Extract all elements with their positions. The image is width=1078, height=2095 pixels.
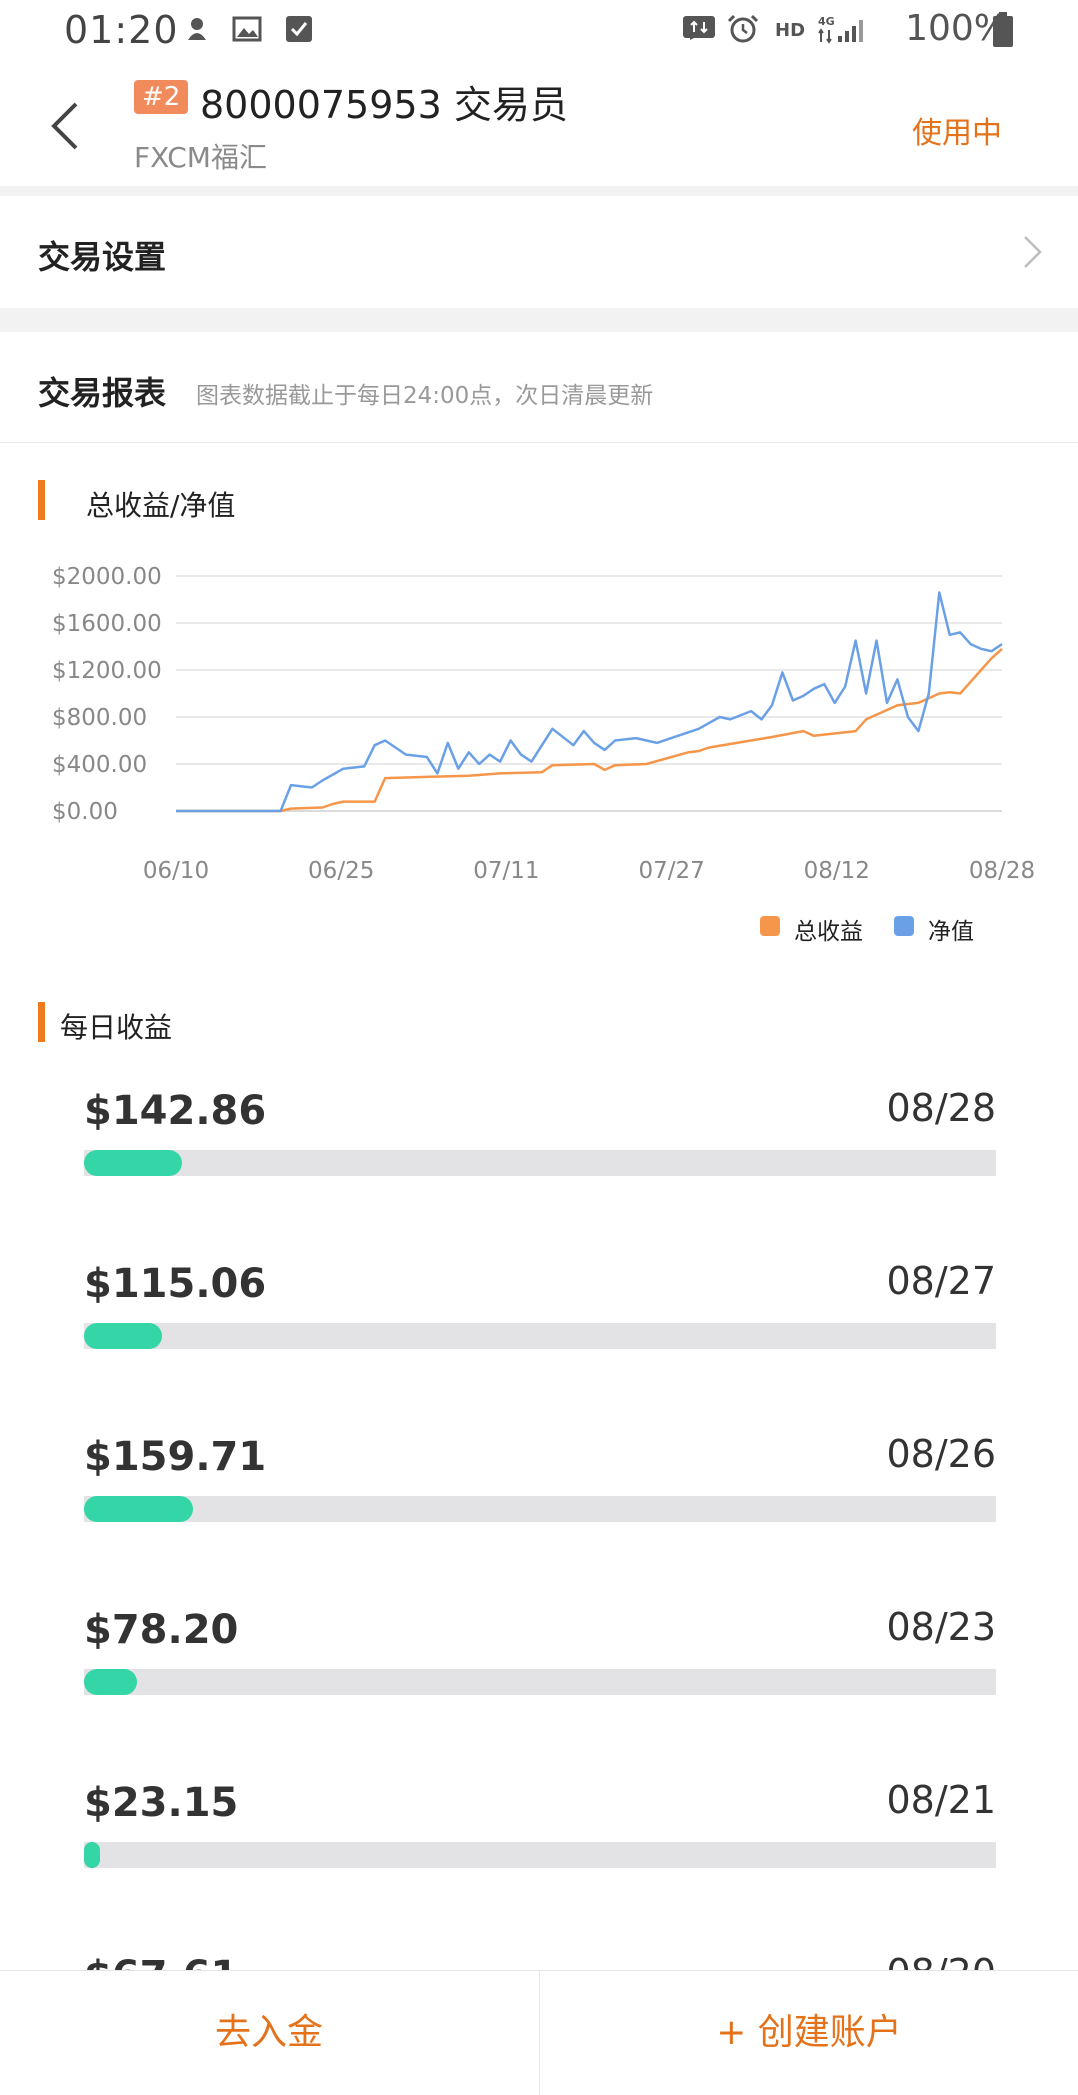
legend-swatch-total-profit [760,916,780,936]
series-line-total-profit [176,647,1003,813]
chevron-right-icon [1024,236,1042,268]
trade-report-label: 交易报表 [38,374,167,412]
daily-progress-fill [84,1669,137,1695]
daily-amount: $159.71 [84,1434,267,1480]
signal-4g-icon: 4G [818,15,863,44]
daily-progress-track [84,1150,996,1176]
x-tick-label: 06/25 [308,858,374,884]
broker-name: FXCM福汇 [134,141,267,174]
alarm-icon [727,14,759,43]
battery-percent: 100% [905,8,1008,49]
svg-text:4G: 4G [818,15,835,28]
y-tick-label: $1200.00 [52,658,162,684]
y-tick-label: $400.00 [52,752,147,778]
divider [539,1971,540,2095]
daily-date: 08/28 [886,1086,996,1130]
legend-label-net-value: 净值 [928,919,974,945]
legend-label-total-profit: 总收益 [794,919,863,945]
y-tick-label: $1600.00 [52,611,162,637]
daily-progress-track [84,1669,996,1695]
chart-section-title: 总收益/净值 [86,489,236,522]
daily-date: 08/23 [886,1605,996,1649]
bottom-action-bar: 去入金 + 创建账户 [0,1970,1078,2095]
daily-progress-track [84,1842,996,1868]
daily-amount: $142.86 [84,1088,267,1134]
daily-amount: $78.20 [84,1607,239,1653]
series-line-net-value [176,591,1003,813]
status-time: 01:20 [64,8,179,52]
x-tick-label: 06/10 [143,858,209,884]
daily-amount: $115.06 [84,1261,267,1307]
daily-date: 08/27 [886,1259,996,1303]
daily-progress-track [84,1496,996,1522]
create-account-button[interactable]: + 创建账户 [716,2012,902,2053]
checkbox-notification-icon [286,16,312,42]
status-badge[interactable]: 使用中 [912,116,1002,151]
trade-report-header: 交易报表 图表数据截止于每日24:00点，次日清晨更新 [0,332,1078,442]
hd-indicator: HD [775,20,806,41]
divider [0,308,1078,332]
page-title: 8000075953 交易员 [200,83,568,127]
daily-section-title: 每日收益 [60,1011,173,1044]
deposit-button[interactable]: 去入金 [214,2012,323,2053]
gallery-icon [232,16,262,42]
trade-settings-row[interactable]: 交易设置 [0,196,1078,308]
daily-date: 08/21 [886,1778,996,1822]
daily-progress-track [84,1323,996,1349]
y-tick-label: $800.00 [52,705,147,731]
status-bar: 01:20 HD 4G 100% [0,0,1078,66]
daily-progress-fill [84,1496,193,1522]
legend-swatch-net-value [894,916,914,936]
x-tick-label: 08/28 [969,858,1035,884]
daily-progress-fill [84,1842,100,1868]
report-note: 图表数据截止于每日24:00点，次日清晨更新 [196,383,654,409]
x-tick-label: 08/12 [804,858,870,884]
data-transfer-icon [683,16,715,40]
x-tick-label: 07/11 [473,858,539,884]
battery-icon [993,12,1013,47]
back-arrow-icon[interactable] [48,98,82,154]
app-notification-icon [188,18,206,40]
divider [0,186,1078,196]
equity-chart: $0.00 $400.00 $800.00 $1200.00 $1600.00 $2000… [52,564,1035,884]
daily-date: 08/26 [886,1432,996,1476]
daily-amount: $23.15 [84,1780,239,1826]
trade-settings-label: 交易设置 [38,238,167,276]
daily-progress-fill [84,1150,182,1176]
y-tick-label: $2000.00 [52,564,162,590]
section-marker [38,1002,45,1042]
y-tick-label: $0.00 [52,799,118,825]
section-marker [38,480,45,520]
account-index-badge: #2 [134,80,189,114]
divider [0,442,1078,443]
daily-progress-fill [84,1323,162,1349]
x-tick-label: 07/27 [638,858,704,884]
